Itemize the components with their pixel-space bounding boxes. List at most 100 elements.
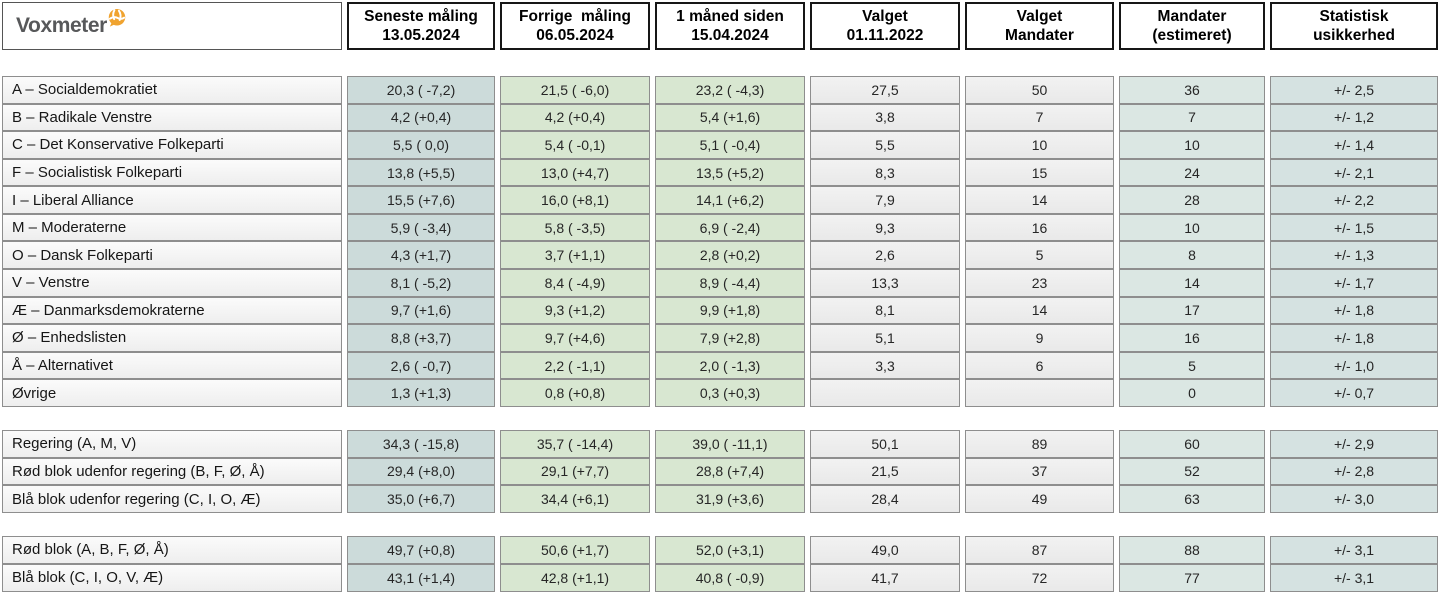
value-cell: +/- 2,2 — [1270, 186, 1438, 214]
column-header-1-maned-siden: 1 måned siden 15.04.2024 — [655, 2, 805, 50]
row-label-cell: I – Liberal Alliance — [2, 186, 342, 214]
value-cell: 37 — [965, 457, 1114, 486]
value-cell: 5,4 ( -0,1) — [500, 131, 650, 159]
value-cell: 34,4 (+6,1) — [500, 485, 650, 513]
value-cell: +/- 2,5 — [1270, 76, 1438, 104]
value-cell: 9,7 (+1,6) — [347, 296, 495, 325]
value-cell: +/- 2,1 — [1270, 158, 1438, 187]
value-cell: 72 — [965, 563, 1114, 592]
row-label-cell: O – Dansk Folkeparti — [2, 241, 342, 270]
value-cell: +/- 1,7 — [1270, 269, 1438, 297]
value-cell: +/- 3,1 — [1270, 535, 1438, 564]
value-cell: 14 — [965, 186, 1114, 214]
value-cell: +/- 1,8 — [1270, 296, 1438, 325]
value-cell: 5,1 — [810, 324, 960, 352]
government-blocks-section: Regering (A, M, V) 34,3 ( -15,8) 35,7 ( -1… — [2, 429, 1438, 513]
value-cell: 0 — [1119, 379, 1265, 407]
row-label-cell: Rød blok udenfor regering (B, F, Ø, Å) — [2, 457, 342, 486]
value-cell: 4,2 (+0,4) — [500, 103, 650, 132]
value-cell: 89 — [965, 429, 1114, 458]
value-cell: +/- 1,5 — [1270, 213, 1438, 242]
value-cell: 9,3 — [810, 213, 960, 242]
value-cell: 49,7 (+0,8) — [347, 535, 495, 564]
value-cell: 3,8 — [810, 103, 960, 132]
value-cell: 2,6 ( -0,7) — [347, 351, 495, 380]
logo-cell: Voxmeter — [2, 2, 342, 50]
value-cell: +/- 2,9 — [1270, 429, 1438, 458]
value-cell: 52 — [1119, 457, 1265, 486]
column-header-label: Valget — [1016, 7, 1063, 25]
value-cell: 23 — [965, 269, 1114, 297]
value-cell: 9,7 (+4,6) — [500, 324, 650, 352]
value-cell: 13,0 (+4,7) — [500, 158, 650, 187]
row-label-cell: V – Venstre — [2, 269, 342, 297]
value-cell: 50 — [965, 76, 1114, 104]
value-cell: 10 — [1119, 131, 1265, 159]
value-cell: 8,4 ( -4,9) — [500, 269, 650, 297]
value-cell: 15 — [965, 158, 1114, 187]
table-header: Voxmeter Seneste måling 13.05.2024 Forri… — [2, 2, 1438, 50]
value-cell: 14 — [965, 296, 1114, 325]
value-cell: 8,9 ( -4,4) — [655, 269, 805, 297]
row-label-cell: Øvrige — [2, 379, 342, 407]
row-label-cell: A – Socialdemokratiet — [2, 76, 342, 104]
value-cell: +/- 0,7 — [1270, 379, 1438, 407]
value-cell: +/- 1,8 — [1270, 324, 1438, 352]
column-header-label2: Mandater — [1005, 27, 1074, 44]
value-cell: 5,9 ( -3,4) — [347, 213, 495, 242]
value-cell: 5,1 ( -0,4) — [655, 131, 805, 159]
value-cell: 21,5 ( -6,0) — [500, 76, 650, 104]
value-cell: 87 — [965, 535, 1114, 564]
value-cell: 60 — [1119, 429, 1265, 458]
value-cell: 2,8 (+0,2) — [655, 241, 805, 270]
value-cell: +/- 1,0 — [1270, 351, 1438, 380]
value-cell: 1,3 (+1,3) — [347, 379, 495, 407]
value-cell: 8 — [1119, 241, 1265, 270]
column-header-label2: (estimeret) — [1152, 27, 1232, 44]
value-cell: 36 — [1119, 76, 1265, 104]
value-cell: 52,0 (+3,1) — [655, 535, 805, 564]
column-header-date: 13.05.2024 — [382, 27, 460, 44]
value-cell: 28,4 — [810, 485, 960, 513]
value-cell: 5 — [965, 241, 1114, 270]
value-cell: 50,1 — [810, 429, 960, 458]
column-header-date: 15.04.2024 — [691, 27, 769, 44]
value-cell: 17 — [1119, 296, 1265, 325]
value-cell: 6 — [965, 351, 1114, 380]
value-cell: 2,2 ( -1,1) — [500, 351, 650, 380]
value-cell: 4,3 (+1,7) — [347, 241, 495, 270]
value-cell: 16 — [965, 213, 1114, 242]
value-cell: 31,9 (+3,6) — [655, 485, 805, 513]
row-label-cell: Å – Alternativet — [2, 351, 342, 380]
value-cell: 8,1 — [810, 296, 960, 325]
value-cell: 16,0 (+8,1) — [500, 186, 650, 214]
value-cell — [965, 379, 1114, 407]
value-cell: 0,3 (+0,3) — [655, 379, 805, 407]
red-blue-blocks-section: Rød blok (A, B, F, Ø, Å) 49,7 (+0,8) 50,6 … — [2, 535, 1438, 592]
value-cell: 29,1 (+7,7) — [500, 457, 650, 486]
value-cell: +/- 3,0 — [1270, 485, 1438, 513]
value-cell: 27,5 — [810, 76, 960, 104]
value-cell: 88 — [1119, 535, 1265, 564]
value-cell: 39,0 ( -11,1) — [655, 429, 805, 458]
column-header-label: Statistisk — [1319, 7, 1389, 25]
value-cell: 7,9 (+2,8) — [655, 324, 805, 352]
value-cell: 7 — [1119, 103, 1265, 132]
value-cell: 40,8 ( -0,9) — [655, 563, 805, 592]
row-label-cell: Blå blok (C, I, O, V, Æ) — [2, 563, 342, 592]
value-cell: +/- 2,8 — [1270, 457, 1438, 486]
value-cell: 8,1 ( -5,2) — [347, 269, 495, 297]
value-cell: 50,6 (+1,7) — [500, 535, 650, 564]
column-header-seneste-maling: Seneste måling 13.05.2024 — [347, 2, 495, 50]
value-cell: 28 — [1119, 186, 1265, 214]
value-cell: 20,3 ( -7,2) — [347, 76, 495, 104]
value-cell: 41,7 — [810, 563, 960, 592]
value-cell: 3,3 — [810, 351, 960, 380]
value-cell: 13,3 — [810, 269, 960, 297]
value-cell: 8,3 — [810, 158, 960, 187]
value-cell: +/- 3,1 — [1270, 563, 1438, 592]
value-cell: 4,2 (+0,4) — [347, 103, 495, 132]
value-cell: 15,5 (+7,6) — [347, 186, 495, 214]
globe-icon — [108, 9, 126, 27]
